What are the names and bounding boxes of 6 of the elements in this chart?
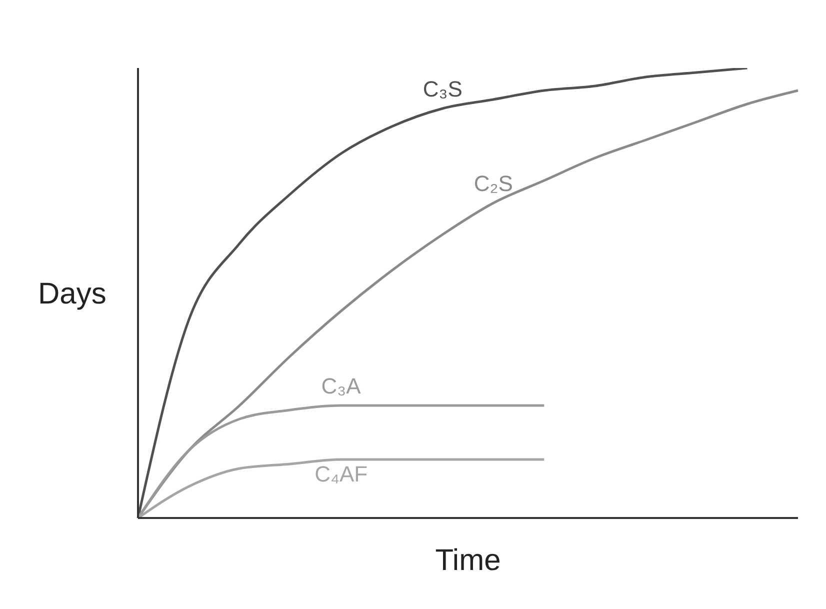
- series-label: C₃S: [422, 76, 462, 102]
- y-axis-title: Days: [38, 278, 106, 311]
- series-label: C₄AF: [314, 462, 368, 486]
- series-label: C₂S: [474, 171, 513, 196]
- x-axis-title: Time: [435, 544, 501, 577]
- series-label: C₃A: [321, 374, 362, 398]
